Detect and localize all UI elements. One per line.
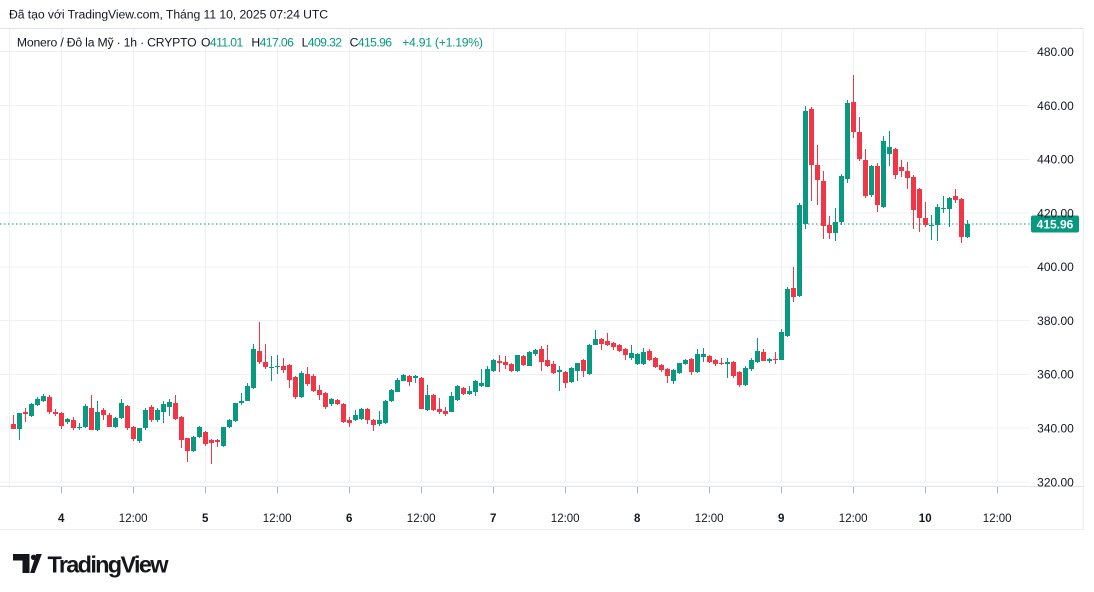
svg-text:320.00: 320.00	[1037, 475, 1074, 489]
svg-text:Monero / Đô la Mỹ · 1h · CRYPT: Monero / Đô la Mỹ · 1h · CRYPTO	[17, 36, 197, 50]
svg-text:Đã tạo với TradingView.com, Th: Đã tạo với TradingView.com, Tháng 11 10,…	[9, 8, 328, 22]
svg-text:12:00: 12:00	[695, 513, 724, 525]
svg-text:360.00: 360.00	[1037, 368, 1074, 382]
svg-text:12:00: 12:00	[407, 513, 436, 525]
svg-text:O411.01: O411.01	[201, 36, 243, 50]
svg-text:415.96: 415.96	[1037, 217, 1074, 231]
svg-text:5: 5	[202, 513, 209, 525]
svg-text:+4.91 (+1.19%): +4.91 (+1.19%)	[402, 36, 483, 50]
svg-text:380.00: 380.00	[1037, 314, 1074, 328]
svg-text:12:00: 12:00	[839, 513, 868, 525]
svg-text:12:00: 12:00	[119, 513, 148, 525]
svg-text:6: 6	[346, 513, 352, 525]
svg-text:480.00: 480.00	[1037, 45, 1074, 59]
svg-text:400.00: 400.00	[1037, 260, 1074, 274]
svg-text:12:00: 12:00	[263, 513, 292, 525]
svg-text:420.00: 420.00	[1037, 206, 1074, 220]
svg-text:340.00: 340.00	[1037, 422, 1074, 436]
svg-text:9: 9	[778, 513, 784, 525]
svg-text:12:00: 12:00	[551, 513, 580, 525]
svg-text:10: 10	[919, 513, 932, 525]
svg-text:4: 4	[58, 513, 65, 525]
svg-text:C415.96: C415.96	[350, 36, 393, 50]
svg-text:8: 8	[634, 513, 641, 525]
svg-text:TradingView: TradingView	[48, 552, 170, 578]
svg-text:7: 7	[490, 513, 496, 525]
svg-text:H417.06: H417.06	[251, 36, 294, 50]
svg-text:440.00: 440.00	[1037, 153, 1074, 167]
svg-text:L409.32: L409.32	[302, 36, 343, 50]
svg-text:12:00: 12:00	[983, 513, 1012, 525]
svg-text:460.00: 460.00	[1037, 99, 1074, 113]
